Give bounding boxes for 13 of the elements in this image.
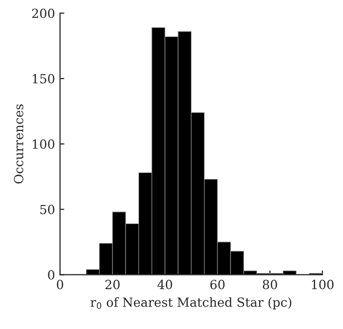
x-tick-label: 20 bbox=[105, 280, 120, 290]
y-tick-label: 150 bbox=[32, 74, 54, 84]
x-tick-label: 100 bbox=[312, 280, 334, 290]
y-tick-label: 0 bbox=[48, 270, 54, 280]
x-axis-title: r$_{0}$ of Nearest Matched Star (pc) bbox=[90, 297, 292, 310]
y-tick-label: 200 bbox=[32, 8, 54, 18]
x-tick-label: 60 bbox=[210, 280, 225, 290]
y-tick-label: 100 bbox=[32, 139, 54, 149]
x-tick-label: 0 bbox=[56, 280, 64, 290]
y-tick-label: 50 bbox=[40, 204, 54, 214]
y-axis-title: Occurrences bbox=[14, 104, 24, 184]
x-tick-label: 40 bbox=[157, 280, 172, 290]
x-tick-label: 80 bbox=[262, 280, 278, 290]
